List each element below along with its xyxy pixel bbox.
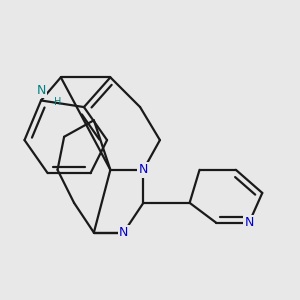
Text: N: N — [36, 84, 46, 97]
Text: N: N — [119, 226, 128, 239]
Text: N: N — [139, 163, 148, 176]
Text: H: H — [54, 97, 61, 107]
Text: N: N — [244, 216, 254, 229]
